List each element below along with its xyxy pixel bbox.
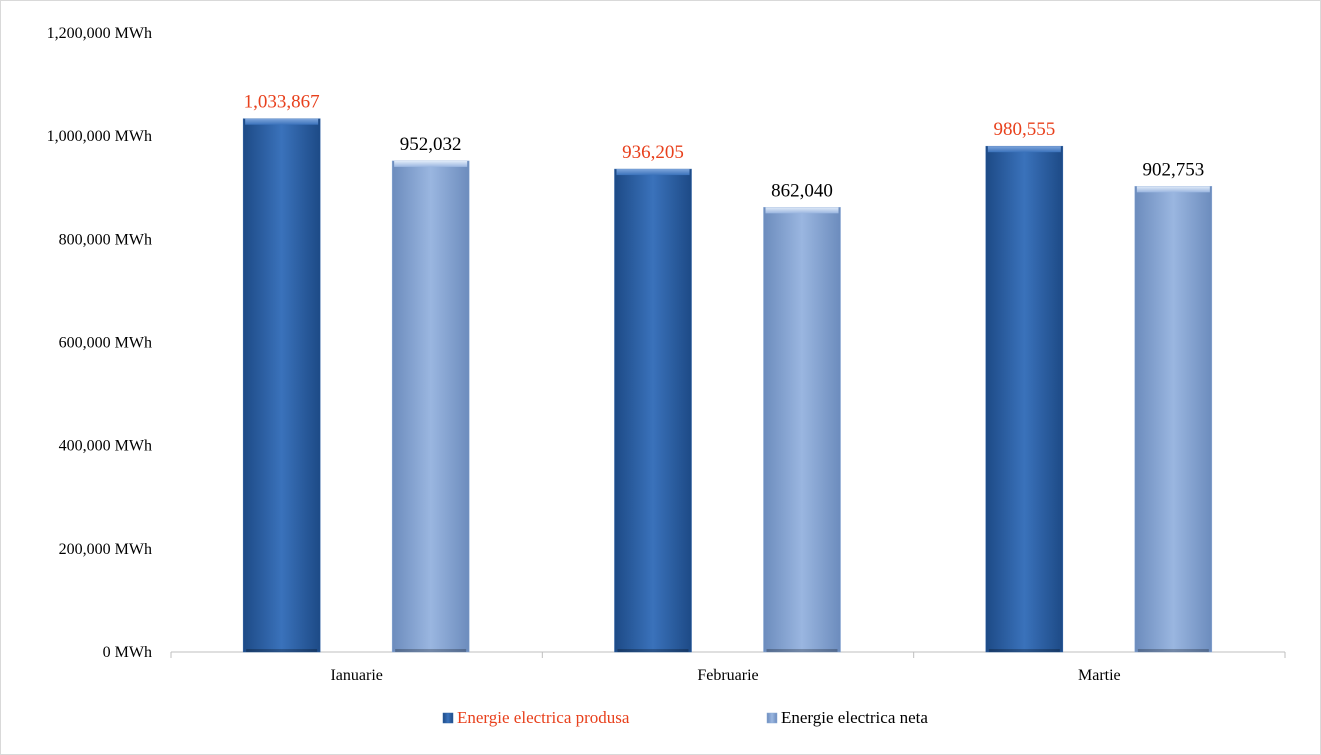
legend-swatch	[766, 712, 778, 724]
bar-bevel	[616, 169, 690, 176]
bar-body	[763, 207, 841, 653]
bar-shadow	[395, 649, 467, 652]
y-axis-labels: 0 MWh 200,000 MWh 400,000 MWh 600,000 MWh 80…	[47, 25, 152, 661]
x-tick-label: Ianuarie	[330, 667, 382, 684]
data-label: 862,040	[771, 180, 833, 201]
bar-shadow	[766, 649, 838, 652]
bar-neta-februarie	[763, 207, 841, 653]
bar-produsa-februarie	[614, 168, 692, 653]
bar-bevel	[1136, 186, 1210, 193]
data-labels: 1,033,867 936,205 980,555 952,032 862,040 902…	[244, 92, 1205, 202]
bar-shadow	[246, 649, 318, 652]
x-axis-labels: Ianuarie Februarie Martie	[330, 667, 1120, 684]
legend: Energie electrica produsa Energie electri…	[442, 708, 928, 727]
bars	[242, 118, 1213, 653]
legend-label: Energie electrica neta	[781, 708, 928, 727]
bar-body	[1134, 186, 1213, 653]
bar-bevel	[394, 160, 468, 167]
bar-body	[242, 118, 321, 653]
bar-neta-ianuarie	[391, 160, 470, 653]
data-label: 936,205	[622, 142, 684, 163]
x-tick-label: Februarie	[697, 667, 758, 684]
data-label: 980,555	[993, 119, 1055, 140]
y-tick-label: 1,200,000 MWh	[47, 25, 152, 42]
data-label: 1,033,867	[244, 92, 320, 113]
bar-shadow	[1137, 649, 1209, 652]
data-label: 902,753	[1142, 159, 1204, 180]
y-tick-label: 0 MWh	[103, 644, 152, 661]
legend-item-neta: Energie electrica neta	[766, 708, 928, 727]
bar-bevel	[987, 146, 1061, 153]
bar-neta-martie	[1134, 186, 1213, 653]
x-tick-label: Martie	[1078, 667, 1121, 684]
y-tick-label: 800,000 MWh	[59, 231, 152, 248]
bar-shadow	[617, 649, 689, 652]
y-tick-label: 200,000 MWh	[59, 541, 152, 558]
bar-bevel	[245, 118, 319, 125]
y-tick-label: 400,000 MWh	[59, 438, 152, 455]
axes	[170, 651, 1286, 658]
legend-swatch	[442, 712, 454, 724]
bar-body	[614, 168, 692, 653]
bar-body	[985, 145, 1064, 653]
bar-produsa-martie	[985, 145, 1064, 653]
y-tick-label: 600,000 MWh	[59, 335, 152, 352]
bar-bevel	[765, 207, 839, 214]
legend-label: Energie electrica produsa	[457, 708, 630, 727]
bar-produsa-ianuarie	[242, 118, 321, 653]
bar-body	[391, 160, 470, 653]
legend-item-produsa: Energie electrica produsa	[442, 708, 630, 727]
bar-shadow	[988, 649, 1060, 652]
y-tick-label: 1,000,000 MWh	[47, 128, 152, 145]
data-label: 952,032	[400, 134, 462, 155]
